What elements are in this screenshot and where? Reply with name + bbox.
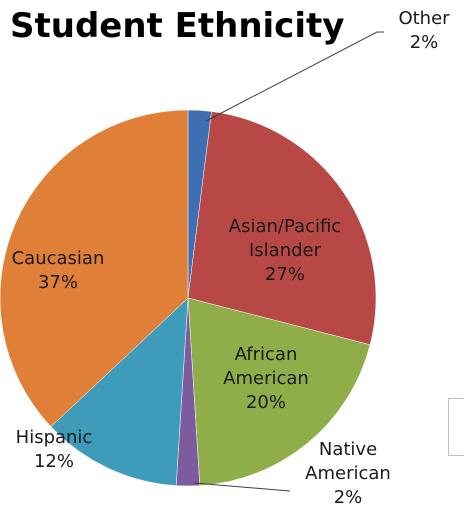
chart-title: Student Ethnicity	[10, 6, 345, 46]
data-value-native-american: 2%	[334, 487, 363, 508]
callout-line-native-american	[193, 482, 291, 492]
pie-slice-caucasian	[0, 109, 189, 428]
data-value-caucasian: 37%	[38, 272, 78, 293]
data-label-caucasian: Caucasian 37%	[12, 248, 105, 293]
data-value-african-american: 20%	[246, 392, 286, 413]
data-label-african-american: African American 20%	[223, 344, 309, 413]
data-label-asian-pacific-islander: Asian/Pacific Islander 27%	[229, 216, 341, 285]
data-value-hispanic: 12%	[34, 451, 74, 472]
data-value-asian-pacific-islander: 27%	[265, 264, 305, 285]
data-label-other: Other 2%	[398, 8, 450, 53]
pie-slice-asian-pacific-islander	[187, 111, 377, 346]
callout-line-other	[205, 31, 384, 122]
legend-box	[448, 398, 464, 456]
pie-slice-hispanic	[50, 297, 189, 486]
data-label-hispanic: Hispanic 12%	[16, 427, 93, 472]
data-label-native-american: Native American 2%	[305, 439, 391, 508]
data-value-other: 2%	[410, 32, 439, 53]
pie-slice-african-american	[187, 297, 371, 486]
